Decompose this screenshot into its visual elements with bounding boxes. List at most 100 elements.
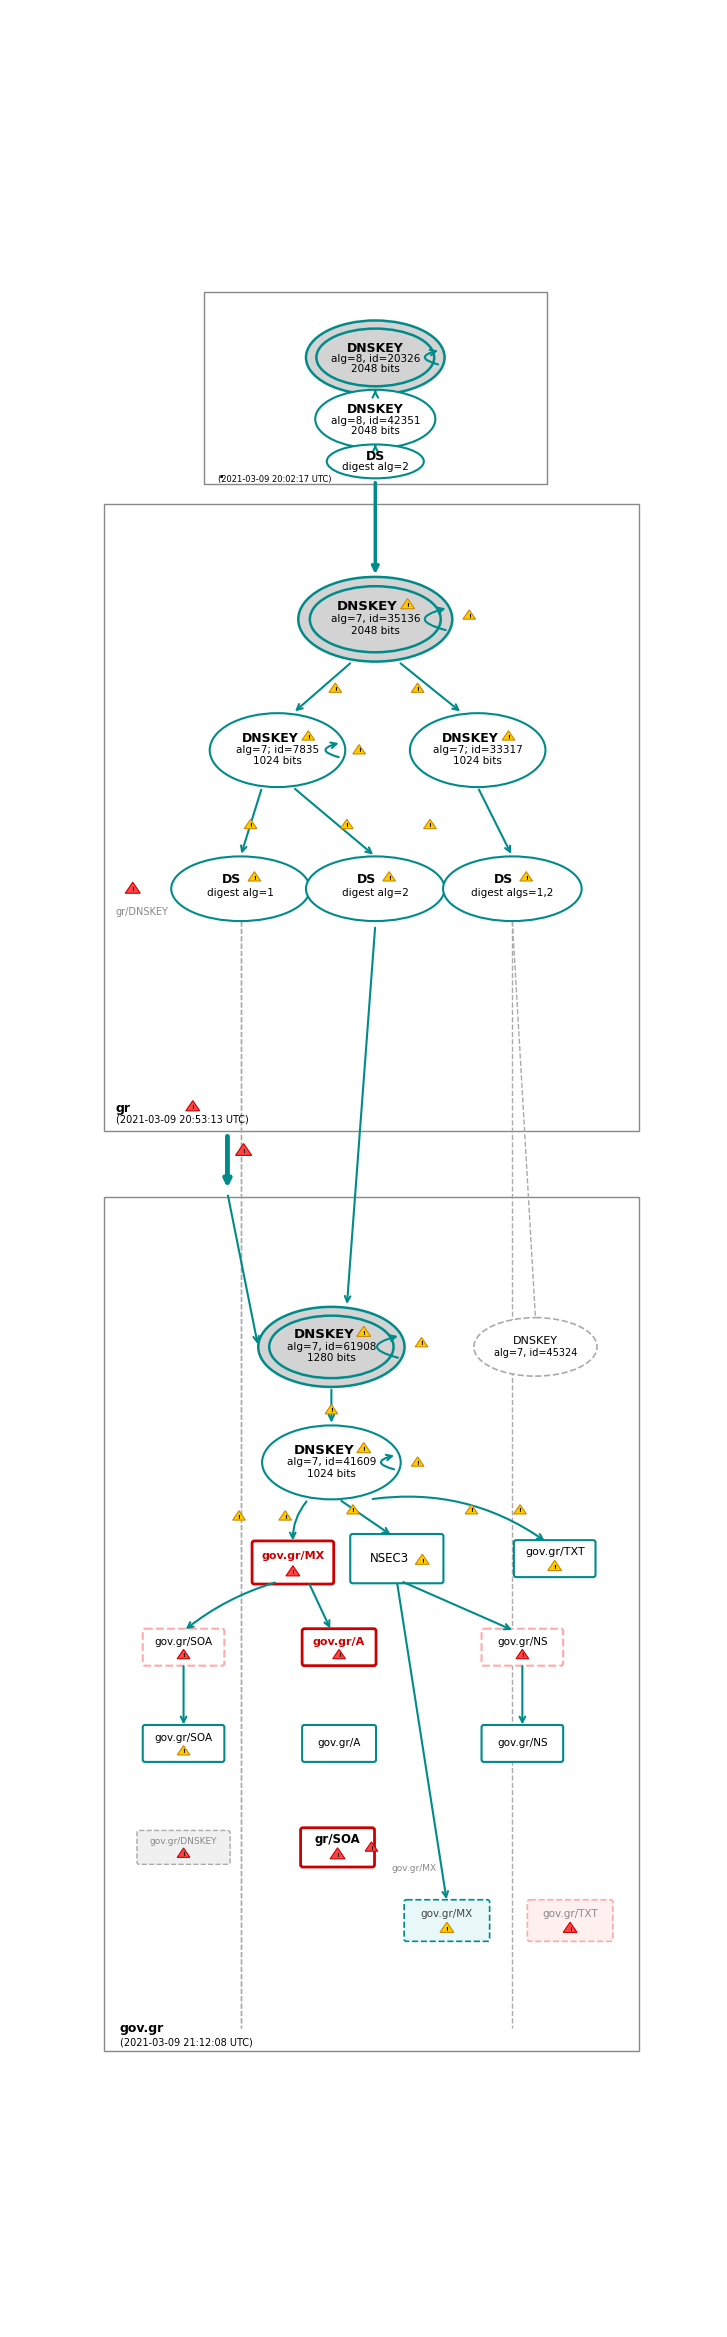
Text: !: ! xyxy=(182,1652,185,1659)
Text: !: ! xyxy=(470,1507,473,1514)
Text: !: ! xyxy=(238,1514,241,1519)
Text: !: ! xyxy=(518,1507,521,1514)
Text: alg=7, id=41609: alg=7, id=41609 xyxy=(286,1458,376,1468)
Polygon shape xyxy=(329,682,342,692)
Ellipse shape xyxy=(410,713,545,788)
Text: DNSKEY: DNSKEY xyxy=(441,731,499,746)
Text: !: ! xyxy=(416,687,419,692)
Text: !: ! xyxy=(345,823,348,827)
Text: gov.gr/MX: gov.gr/MX xyxy=(421,1909,473,1919)
FancyBboxPatch shape xyxy=(142,1629,225,1666)
Text: (2021-03-09 21:12:08 UTC): (2021-03-09 21:12:08 UTC) xyxy=(120,2038,252,2047)
Text: DNSKEY: DNSKEY xyxy=(513,1337,558,1346)
Text: !: ! xyxy=(182,1851,185,1858)
Text: !: ! xyxy=(253,876,256,881)
Text: !: ! xyxy=(191,1105,194,1110)
Text: digest alg=1: digest alg=1 xyxy=(207,888,274,897)
Text: gr/SOA: gr/SOA xyxy=(315,1832,361,1846)
Polygon shape xyxy=(415,1337,427,1346)
Text: NSEC3: NSEC3 xyxy=(369,1552,409,1566)
Polygon shape xyxy=(415,1554,429,1563)
Text: !: ! xyxy=(284,1514,286,1519)
Text: !: ! xyxy=(446,1926,449,1933)
Polygon shape xyxy=(340,820,353,830)
Text: (2021-03-09 20:53:13 UTC): (2021-03-09 20:53:13 UTC) xyxy=(116,1115,249,1124)
Text: DNSKEY: DNSKEY xyxy=(293,1327,354,1341)
Ellipse shape xyxy=(209,713,345,788)
Text: !: ! xyxy=(334,687,337,692)
Text: !: ! xyxy=(421,1559,424,1563)
Text: !: ! xyxy=(416,1461,419,1465)
Polygon shape xyxy=(365,1842,378,1851)
Text: gov.gr/NS: gov.gr/NS xyxy=(497,1739,547,1748)
Polygon shape xyxy=(357,1442,371,1454)
Text: !: ! xyxy=(292,1570,294,1575)
Polygon shape xyxy=(563,1923,577,1933)
Polygon shape xyxy=(465,1505,478,1514)
Text: DNSKEY: DNSKEY xyxy=(293,1444,354,1458)
Polygon shape xyxy=(286,1566,300,1575)
Ellipse shape xyxy=(310,587,441,652)
Polygon shape xyxy=(244,820,257,830)
Text: gov.gr/A: gov.gr/A xyxy=(313,1636,365,1648)
Polygon shape xyxy=(463,610,475,619)
FancyBboxPatch shape xyxy=(302,1725,376,1762)
Polygon shape xyxy=(502,731,515,741)
Text: !: ! xyxy=(525,876,528,881)
Polygon shape xyxy=(424,820,436,830)
Text: gr: gr xyxy=(116,1101,131,1115)
FancyBboxPatch shape xyxy=(137,1830,230,1865)
Text: (2021-03-09 20:02:17 UTC): (2021-03-09 20:02:17 UTC) xyxy=(218,474,332,484)
Polygon shape xyxy=(516,1650,529,1659)
FancyBboxPatch shape xyxy=(300,1828,374,1867)
Text: 1024 bits: 1024 bits xyxy=(307,1470,356,1479)
Polygon shape xyxy=(514,1505,526,1514)
Polygon shape xyxy=(125,883,140,893)
Text: gov.gr/SOA: gov.gr/SOA xyxy=(155,1734,212,1743)
Text: 2048 bits: 2048 bits xyxy=(351,365,400,374)
Polygon shape xyxy=(353,746,366,755)
Polygon shape xyxy=(333,1650,345,1659)
Polygon shape xyxy=(411,682,424,692)
Polygon shape xyxy=(440,1923,454,1933)
Text: alg=7; id=7835: alg=7; id=7835 xyxy=(236,746,319,755)
Ellipse shape xyxy=(316,330,434,386)
Text: !: ! xyxy=(336,1853,339,1858)
Text: DNSKEY: DNSKEY xyxy=(347,404,403,416)
Text: 2048 bits: 2048 bits xyxy=(351,626,400,636)
Ellipse shape xyxy=(172,855,310,921)
FancyBboxPatch shape xyxy=(350,1533,443,1582)
Ellipse shape xyxy=(326,444,424,479)
Text: !: ! xyxy=(249,823,252,827)
Polygon shape xyxy=(177,1849,190,1858)
Text: digest alg=2: digest alg=2 xyxy=(342,463,409,472)
Polygon shape xyxy=(520,872,533,881)
Text: !: ! xyxy=(358,748,361,753)
Text: gov.gr/NS: gov.gr/NS xyxy=(497,1636,547,1648)
Text: 2048 bits: 2048 bits xyxy=(351,425,400,435)
Text: 1024 bits: 1024 bits xyxy=(253,755,302,767)
Polygon shape xyxy=(357,1327,371,1337)
Polygon shape xyxy=(401,598,414,608)
Text: digest algs=1,2: digest algs=1,2 xyxy=(471,888,553,897)
Polygon shape xyxy=(177,1650,190,1659)
Text: alg=8, id=20326: alg=8, id=20326 xyxy=(331,353,420,365)
Text: gov.gr/MX: gov.gr/MX xyxy=(261,1549,324,1561)
Text: !: ! xyxy=(428,823,431,827)
FancyBboxPatch shape xyxy=(142,1725,225,1762)
Polygon shape xyxy=(302,731,315,741)
Text: !: ! xyxy=(307,734,310,738)
Text: !: ! xyxy=(387,876,390,881)
Text: !: ! xyxy=(337,1652,340,1659)
Text: !: ! xyxy=(242,1150,245,1154)
Text: !: ! xyxy=(420,1341,423,1346)
Polygon shape xyxy=(383,872,395,881)
Ellipse shape xyxy=(269,1316,393,1379)
Text: DS: DS xyxy=(494,874,513,886)
Text: 1280 bits: 1280 bits xyxy=(307,1353,356,1362)
Text: gov.gr/TXT: gov.gr/TXT xyxy=(542,1909,598,1919)
Text: DS: DS xyxy=(222,874,241,886)
Text: !: ! xyxy=(370,1846,373,1851)
Text: gov.gr/TXT: gov.gr/TXT xyxy=(525,1547,585,1556)
FancyBboxPatch shape xyxy=(514,1540,595,1577)
